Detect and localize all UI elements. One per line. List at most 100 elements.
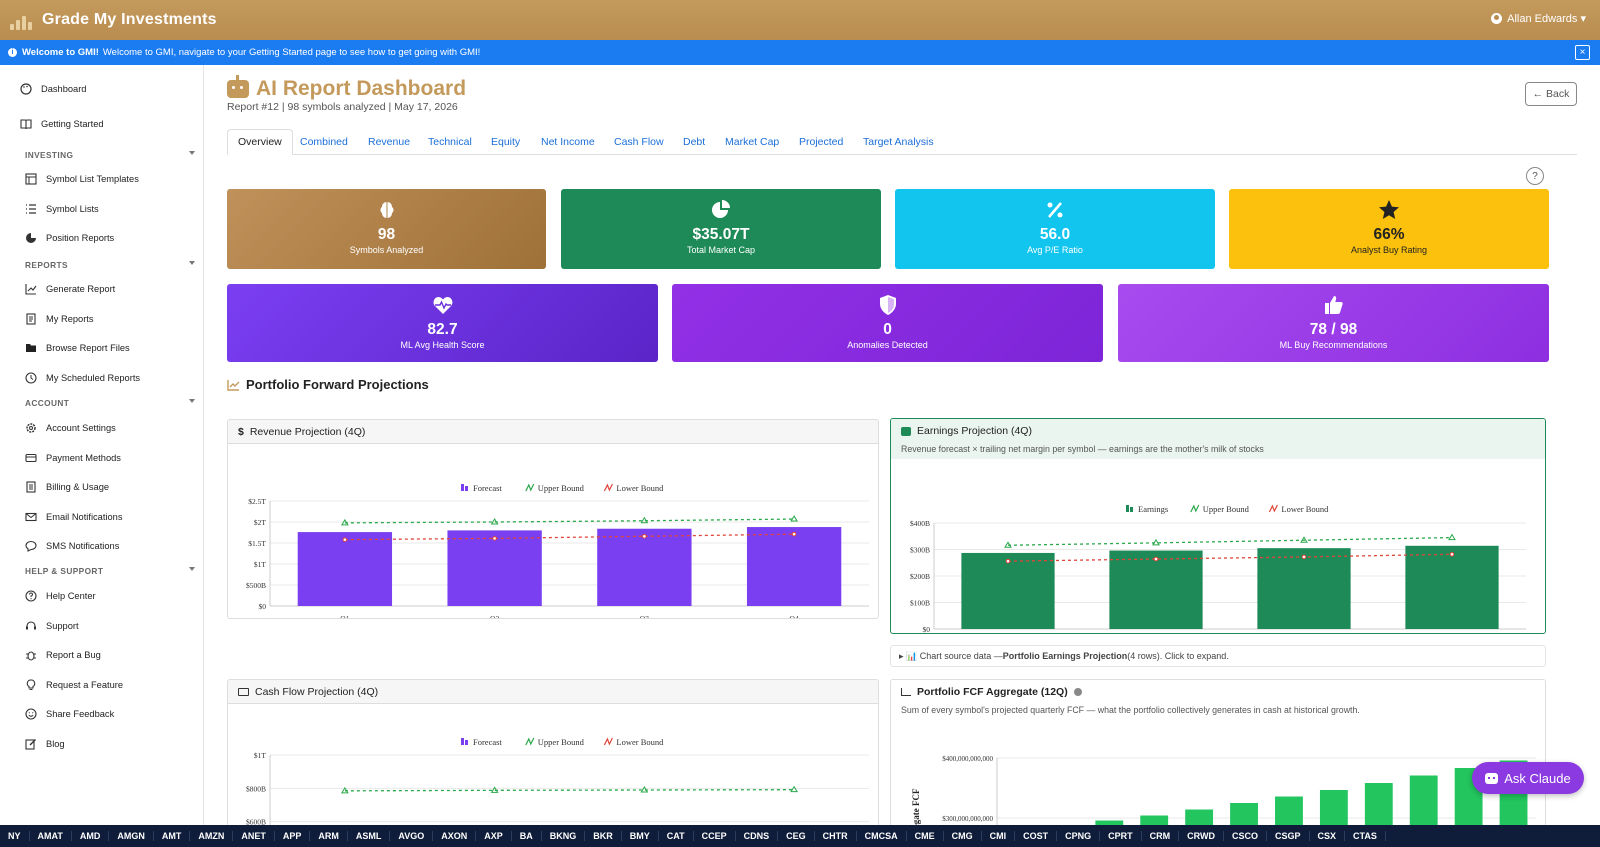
sidebar-item-symbol-list-templates[interactable]: Symbol List Templates (25, 173, 139, 185)
stat-card-analyst-buy-rating[interactable]: 66% Analyst Buy Rating (1229, 189, 1549, 269)
data-point[interactable] (790, 785, 799, 793)
stat-card-avg-p-e-ratio[interactable]: 56.0 Avg P/E Ratio (895, 189, 1215, 269)
tab-revenue[interactable]: Revenue (368, 136, 411, 148)
sidebar-item-my-scheduled-reports[interactable]: My Scheduled Reports (25, 372, 140, 384)
bar[interactable] (597, 528, 692, 606)
tab-debt[interactable]: Debt (683, 136, 706, 148)
legend-item[interactable]: Upper Bound (525, 737, 585, 747)
stat-card-symbols-analyzed[interactable]: 98 Symbols Analyzed (227, 189, 546, 269)
sidebar-item-report-a-bug[interactable]: Report a Bug (25, 649, 101, 661)
ticker-symbol[interactable]: CRWD (1179, 831, 1224, 841)
data-point[interactable] (490, 518, 499, 525)
tab-net-income[interactable]: Net Income (541, 136, 595, 148)
data-point[interactable] (790, 515, 799, 522)
sidebar-item-blog[interactable]: Blog (25, 738, 65, 750)
data-point[interactable] (1301, 554, 1307, 560)
sidebar-item-browse-report-files[interactable]: Browse Report Files (25, 342, 130, 354)
bar[interactable] (1230, 803, 1258, 825)
bar[interactable] (1109, 550, 1203, 629)
brand-title[interactable]: Grade My Investments (42, 11, 217, 28)
ticker-symbol[interactable]: NY (0, 831, 30, 841)
data-point[interactable] (340, 786, 349, 794)
stat-card-anomalies-detected[interactable]: 0 Anomalies Detected (672, 284, 1103, 362)
ticker-symbol[interactable]: CMI (982, 831, 1016, 841)
bar[interactable] (447, 530, 542, 606)
ticker-symbol[interactable]: CMG (944, 831, 982, 841)
bar[interactable] (1319, 790, 1348, 825)
sidebar-section-help-support[interactable]: HELP & SUPPORT (25, 566, 195, 576)
sidebar-item-email-notifications[interactable]: Email Notifications (25, 511, 122, 523)
bar[interactable] (746, 527, 842, 606)
data-point[interactable] (1005, 558, 1011, 564)
ticker-symbol[interactable]: CRM (1142, 831, 1180, 841)
ticker-symbol[interactable]: BA (512, 831, 542, 841)
ticker-symbol[interactable]: CPRT (1100, 831, 1142, 841)
stat-card-ml-buy-recommendations[interactable]: 78 / 98 ML Buy Recommendations (1118, 284, 1549, 362)
sidebar-item-my-reports[interactable]: My Reports (25, 313, 94, 325)
legend-item[interactable]: Upper Bound (1190, 504, 1250, 514)
tab-projected[interactable]: Projected (799, 136, 844, 148)
sidebar-section-investing[interactable]: INVESTING (25, 150, 195, 160)
ticker-symbol[interactable]: AVGO (390, 831, 434, 841)
ticker-symbol[interactable]: BKNG (542, 831, 586, 841)
bar[interactable] (297, 532, 393, 606)
ticker-symbol[interactable]: BKR (585, 831, 622, 841)
legend-item[interactable]: Lower Bound (603, 483, 664, 493)
ticker-symbol[interactable]: CCEP (694, 831, 736, 841)
ticker-symbol[interactable]: AXP (476, 831, 512, 841)
ticker-symbol[interactable]: CSGP (1267, 831, 1310, 841)
ticker-symbol[interactable]: CTAS (1345, 831, 1386, 841)
sidebar-item-billing-usage[interactable]: Billing & Usage (25, 481, 109, 493)
user-menu[interactable]: Allan Edwards ▾ (1491, 12, 1586, 25)
bar[interactable] (1095, 820, 1124, 826)
bar[interactable] (1364, 783, 1393, 825)
sidebar-item-symbol-lists[interactable]: Symbol Lists (25, 203, 99, 215)
data-point[interactable] (1448, 533, 1456, 541)
tab-target-analysis[interactable]: Target Analysis (863, 136, 934, 148)
tab-overview[interactable]: Overview (227, 129, 293, 155)
legend-item[interactable]: Forecast (461, 737, 502, 747)
sidebar-item-help-center[interactable]: Help Center (25, 590, 96, 602)
data-point[interactable] (492, 536, 497, 541)
back-button[interactable]: ← Back (1525, 82, 1577, 106)
sidebar-section-reports[interactable]: REPORTS (25, 260, 195, 270)
ticker-symbol[interactable]: CPNG (1057, 831, 1101, 841)
bar[interactable] (1140, 815, 1169, 826)
help-button[interactable]: ? (1526, 167, 1544, 185)
tab-market-cap[interactable]: Market Cap (725, 136, 780, 148)
data-point[interactable] (1300, 536, 1308, 543)
chart-source-expander[interactable]: ▸ 📊 Chart source data — Portfolio Earnin… (890, 645, 1546, 667)
data-point[interactable] (791, 531, 797, 537)
ticker-symbol[interactable]: AMT (154, 831, 191, 841)
bar[interactable] (1185, 809, 1214, 826)
ticker-symbol[interactable]: COST (1015, 831, 1058, 841)
bar[interactable] (1275, 796, 1303, 826)
ticker-symbol[interactable]: APP (275, 831, 311, 841)
sidebar-item-dashboard[interactable]: Dashboard (20, 83, 86, 95)
sidebar-item-generate-report[interactable]: Generate Report (25, 283, 115, 295)
ticker-symbol[interactable]: AXON (433, 831, 477, 841)
data-point[interactable] (1153, 556, 1159, 562)
data-point[interactable] (640, 516, 649, 524)
ticker-symbol[interactable]: CHTR (815, 831, 857, 841)
data-point[interactable] (490, 786, 499, 793)
bar[interactable] (1257, 548, 1351, 629)
ticker-symbol[interactable]: CAT (659, 831, 694, 841)
data-point[interactable] (1004, 541, 1012, 548)
ticker-symbol[interactable]: CME (907, 831, 944, 841)
ticker-symbol[interactable]: CMCSA (857, 831, 907, 841)
sidebar-item-position-reports[interactable]: Position Reports (25, 232, 114, 244)
legend-item[interactable]: Lower Bound (603, 737, 664, 747)
ticker-symbol[interactable]: AMAT (30, 831, 72, 841)
legend-item[interactable]: Lower Bound (1268, 504, 1329, 514)
tab-technical[interactable]: Technical (428, 136, 472, 148)
logo-icon[interactable] (10, 10, 34, 30)
sidebar-item-request-a-feature[interactable]: Request a Feature (25, 679, 123, 691)
tab-cash-flow[interactable]: Cash Flow (614, 136, 664, 148)
ticker-symbol[interactable]: ARM (310, 831, 348, 841)
info-icon[interactable] (1073, 688, 1082, 696)
sidebar-item-sms-notifications[interactable]: SMS Notifications (25, 540, 119, 553)
sidebar-item-share-feedback[interactable]: Share Feedback (25, 708, 114, 720)
ticker-symbol[interactable]: AMGN (109, 831, 154, 841)
ticker-symbol[interactable]: CDNS (736, 831, 779, 841)
